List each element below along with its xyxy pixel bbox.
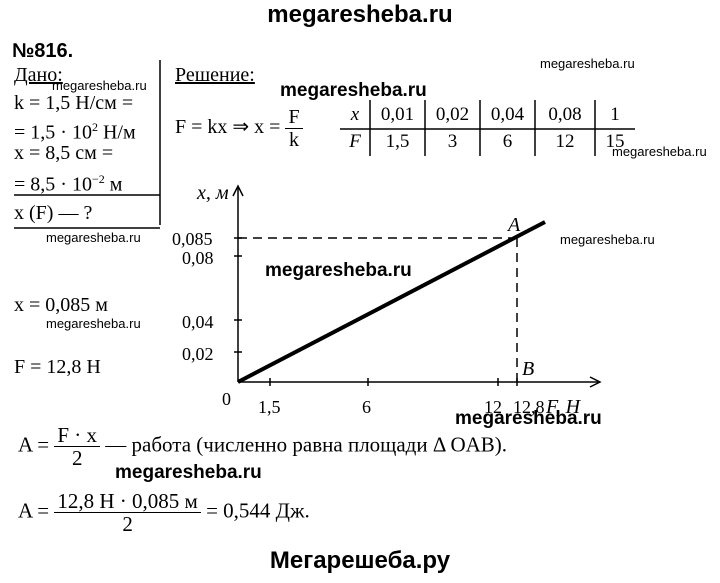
exponent: 2 bbox=[91, 120, 98, 134]
table-cell: F bbox=[349, 131, 361, 152]
numerator: 12,8 Н · 0,085 м bbox=[54, 490, 201, 513]
x-label: F, Н bbox=[546, 396, 581, 418]
table-cell: 1,5 bbox=[385, 131, 410, 152]
x-tick-label: 1,5 bbox=[258, 397, 281, 417]
table-cell: 6 bbox=[502, 131, 513, 152]
table-cell: x bbox=[350, 104, 360, 125]
table-cell: 1 bbox=[610, 104, 620, 125]
x-tick-label: 6 bbox=[362, 397, 371, 417]
given-text: = 1,5 · 10 bbox=[14, 121, 92, 144]
denominator: k bbox=[289, 129, 300, 151]
x-tick-label: 12,8 bbox=[513, 397, 545, 417]
origin: 0 bbox=[222, 389, 231, 409]
watermark: megaresheba.ru bbox=[540, 56, 635, 71]
watermark: megaresheba.ru bbox=[280, 80, 427, 101]
given-text: k = 1,5 Н/см = bbox=[14, 92, 134, 114]
answer: x = 0,085 м bbox=[14, 294, 108, 316]
table-cell: 3 bbox=[447, 131, 458, 152]
denominator: 2 bbox=[122, 512, 133, 536]
y-tick-label: 0,085 bbox=[172, 229, 213, 249]
answer: F = 12,8 Н bbox=[14, 356, 101, 378]
watermark: megaresheba.ru bbox=[455, 408, 602, 429]
given-title: Дано: bbox=[14, 64, 63, 86]
watermark: megaresheba.ru bbox=[46, 316, 141, 331]
y-label: x, м bbox=[197, 182, 229, 204]
given-line: = 1,5 · 102 Н/м bbox=[14, 116, 136, 144]
solution-title: Решение: bbox=[175, 64, 255, 86]
table-cell: 0,04 bbox=[490, 104, 525, 125]
table-cell: 0,02 bbox=[435, 104, 470, 125]
unit: Н/м bbox=[97, 121, 136, 144]
formula-left: A = bbox=[18, 432, 50, 457]
watermark: megaresheba.ru bbox=[46, 230, 141, 245]
given-line: x = 8,5 см = bbox=[14, 142, 113, 164]
given-text: = 8,5 · 10 bbox=[14, 173, 92, 196]
watermark: megaresheba.ru bbox=[612, 144, 707, 159]
given-text: x = 8,5 см = bbox=[14, 142, 114, 164]
header: megaresheba.ru bbox=[267, 1, 453, 28]
point-label: A bbox=[508, 214, 521, 236]
table-cell: 0,08 bbox=[548, 104, 582, 125]
given-line: = 8,5 · 10−2 м bbox=[14, 168, 122, 196]
formula-left: F = kx ⇒ x = bbox=[175, 116, 281, 139]
footer: Мегарешеба.ру bbox=[269, 547, 451, 574]
point-label: B bbox=[522, 358, 535, 380]
table-cell: 0,01 bbox=[380, 104, 415, 125]
x-tick-label: 12 bbox=[484, 397, 502, 417]
find: x (F) — ? bbox=[14, 202, 93, 224]
watermark: megaresheba.ru bbox=[560, 232, 655, 247]
given-line: k = 1,5 Н/см = bbox=[14, 92, 133, 114]
numerator: F bbox=[285, 106, 303, 129]
exponent: −2 bbox=[91, 172, 105, 186]
denominator: 2 bbox=[71, 446, 83, 470]
watermark: megaresheba.ru bbox=[52, 78, 147, 93]
y-tick-label: 0,02 bbox=[182, 344, 214, 364]
y-tick-label: 0,08 bbox=[182, 248, 214, 268]
numerator: F · x bbox=[54, 424, 101, 447]
table-cell: 15 bbox=[605, 131, 625, 152]
y-tick-label: 0,04 bbox=[182, 312, 214, 332]
watermark: megaresheba.ru bbox=[115, 462, 262, 483]
result-right: = 0,544 Дж. bbox=[206, 498, 310, 523]
problem-number: №816. bbox=[12, 40, 74, 62]
unit: м bbox=[104, 173, 123, 196]
watermark: megaresheba.ru bbox=[265, 260, 412, 281]
work-text: — работа (численно равна площади Δ OAB). bbox=[105, 432, 508, 457]
formula-left: A = bbox=[18, 498, 50, 523]
table-cell: 12 bbox=[555, 131, 575, 152]
